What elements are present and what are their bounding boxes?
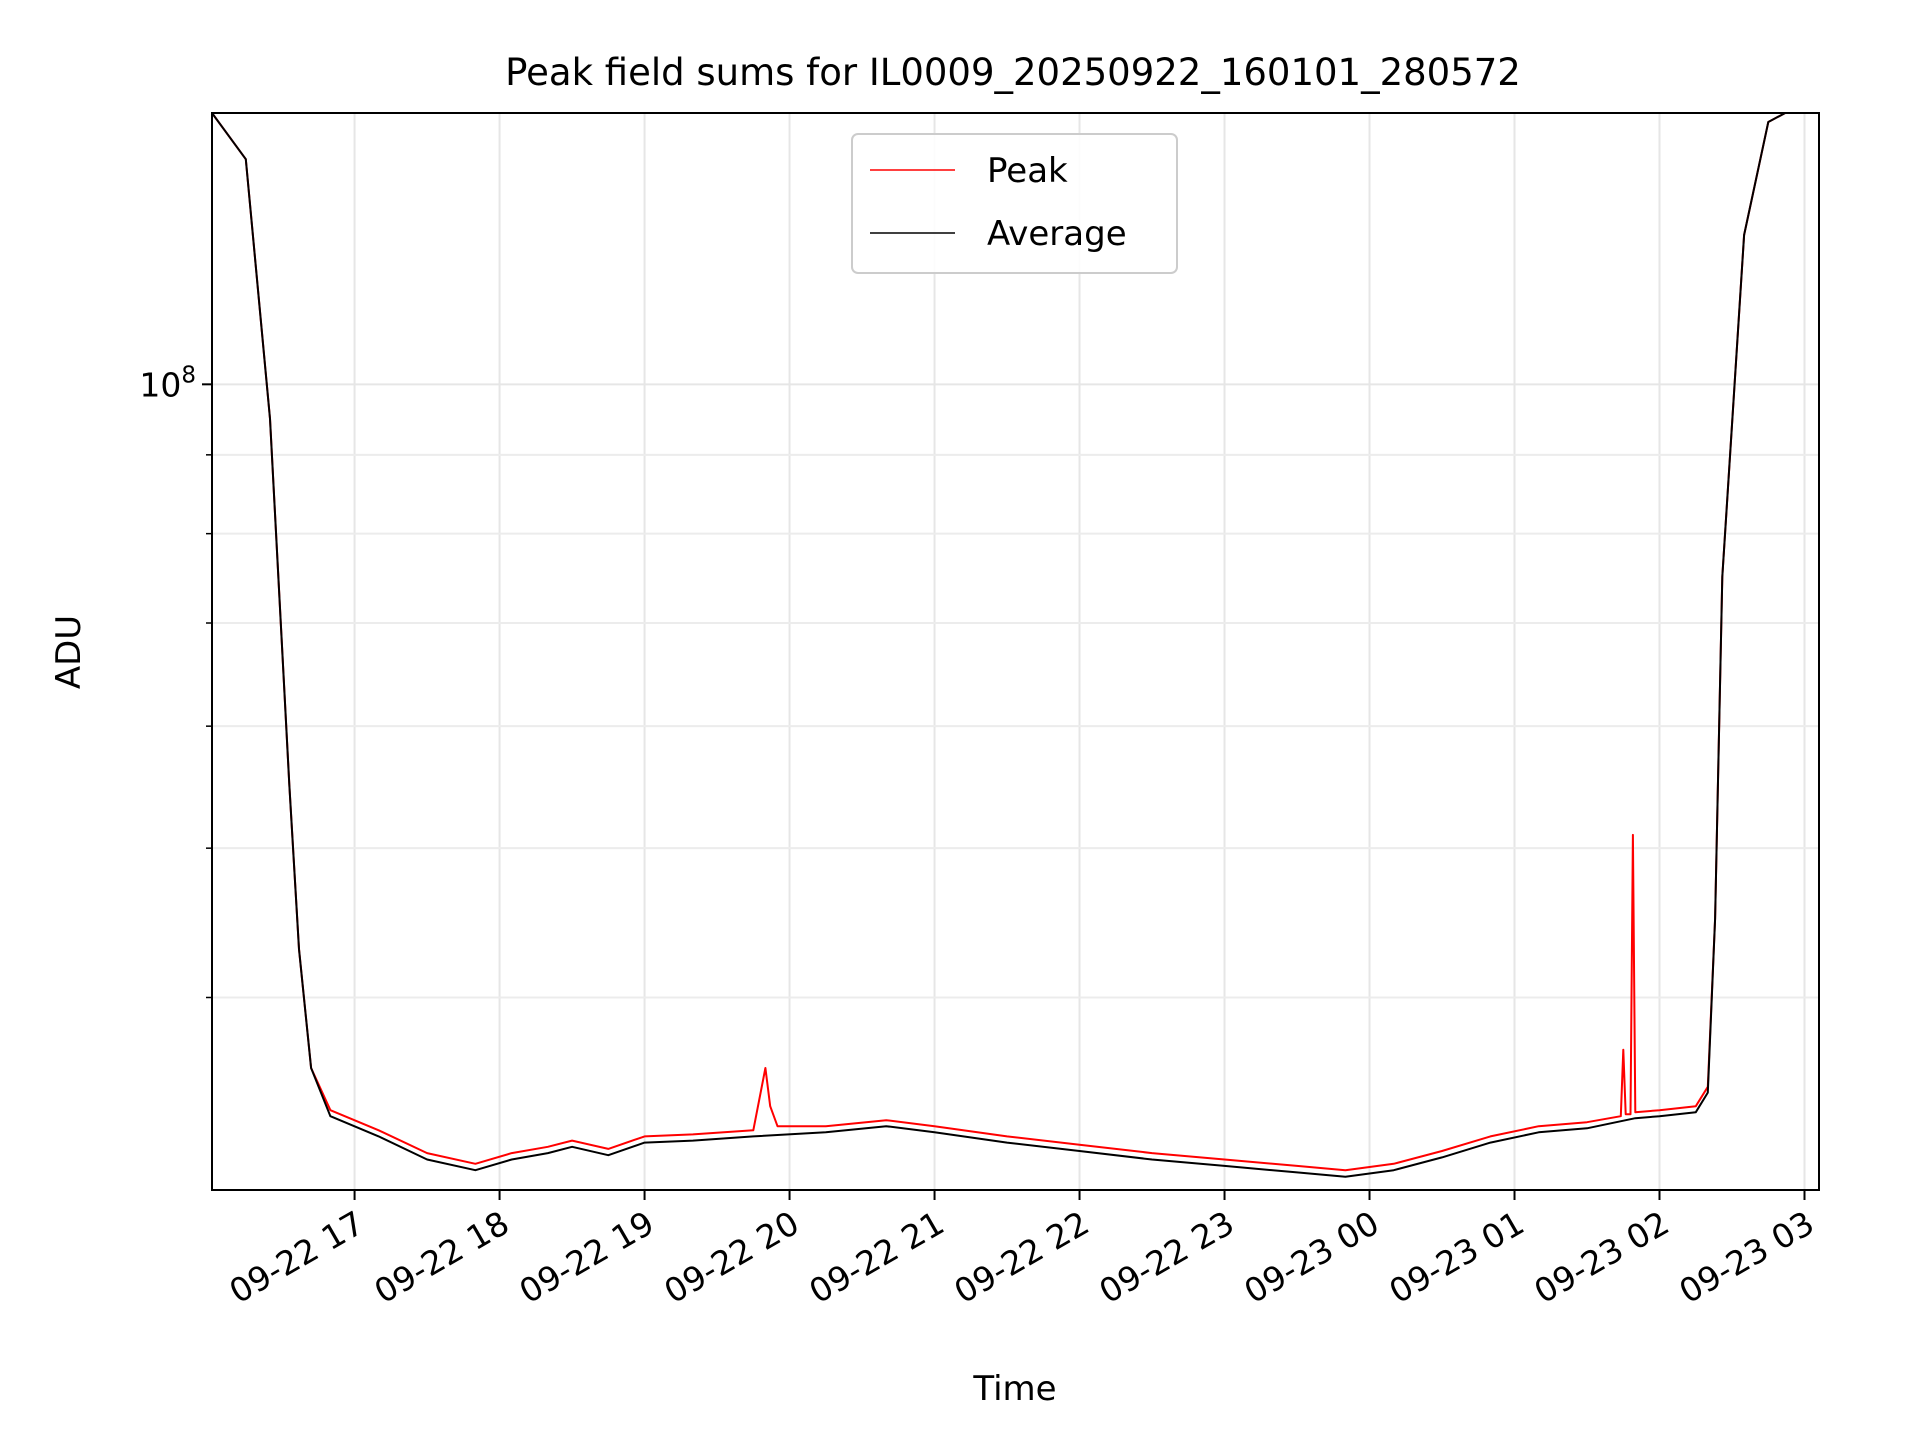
chart-title: Peak field sums for IL0009_20250922_1601… bbox=[505, 51, 1521, 94]
series-line-average bbox=[212, 113, 1819, 1178]
series-line-peak bbox=[212, 113, 1819, 1172]
grid bbox=[212, 113, 1819, 1190]
series-layer bbox=[212, 113, 1819, 1178]
y-axis-label: ADU bbox=[49, 615, 89, 689]
x-axis-label: Time bbox=[972, 1369, 1056, 1409]
legend: Peak Average bbox=[851, 133, 1178, 274]
legend-box bbox=[851, 133, 1178, 274]
plot-frame bbox=[211, 112, 1820, 1191]
y-tick-label: 108 bbox=[139, 362, 196, 404]
legend-label-peak: Peak bbox=[987, 151, 1068, 191]
y-axis: 108 bbox=[139, 362, 212, 999]
legend-label-average: Average bbox=[987, 214, 1127, 254]
